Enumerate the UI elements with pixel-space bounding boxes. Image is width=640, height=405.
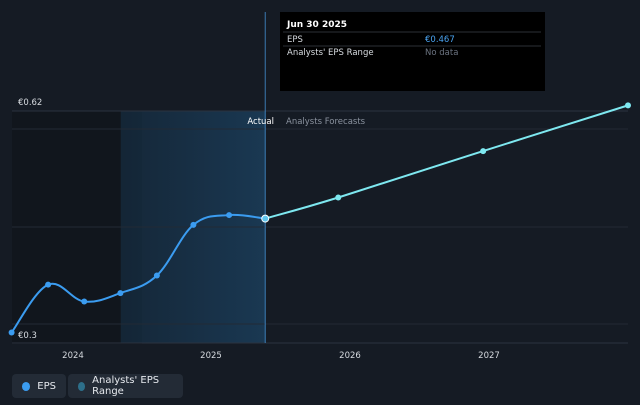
series-line-eps — [10, 213, 266, 334]
tooltip-date: Jun 30 2025 — [286, 20, 347, 30]
tooltip-eps-label: EPS — [287, 35, 303, 45]
x-tick-label-2027: 2027 — [478, 351, 500, 361]
x-tick-label-2026: 2026 — [339, 351, 361, 361]
eps-legend-dot-icon — [22, 381, 31, 391]
x-tick-label-2024: 2024 — [62, 351, 84, 361]
forecast-point[interactable] — [480, 148, 487, 155]
eps-point[interactable] — [45, 281, 52, 288]
legend-item-analysts-range[interactable]: Analysts' EPS Range — [68, 374, 183, 398]
eps-point[interactable] — [117, 290, 124, 297]
series-layer — [8, 102, 631, 336]
forecast-point[interactable] — [625, 102, 631, 109]
forecast-point[interactable] — [335, 194, 342, 201]
legend-label-eps: EPS — [37, 380, 56, 392]
eps-point[interactable] — [81, 298, 88, 305]
eps-point[interactable] — [226, 212, 233, 219]
eps-point[interactable] — [190, 221, 197, 228]
actual-label: Actual — [247, 117, 274, 127]
tooltip-eps-value: €0.467 — [425, 35, 455, 45]
legend-label-analysts-range: Analysts' EPS Range — [92, 375, 160, 397]
tooltip-range-value: No data — [425, 48, 458, 58]
forecast-label: Analysts Forecasts — [286, 117, 366, 127]
series-line-forecast — [264, 104, 629, 220]
eps-point[interactable] — [261, 214, 270, 223]
eps-point[interactable] — [8, 329, 15, 336]
y-tick-label-top: €0.62 — [18, 98, 42, 108]
x-tick-label-2025: 2025 — [200, 351, 222, 361]
y-tick-label-bottom: €0.3 — [18, 331, 37, 341]
range-legend-dot-icon — [78, 381, 86, 391]
eps-point[interactable] — [153, 272, 160, 279]
tooltip: Jun 30 2025 EPS €0.467 Analysts' EPS Ran… — [280, 12, 545, 91]
tooltip-range-label: Analysts' EPS Range — [287, 48, 374, 58]
legend-item-eps[interactable]: EPS — [12, 374, 66, 398]
